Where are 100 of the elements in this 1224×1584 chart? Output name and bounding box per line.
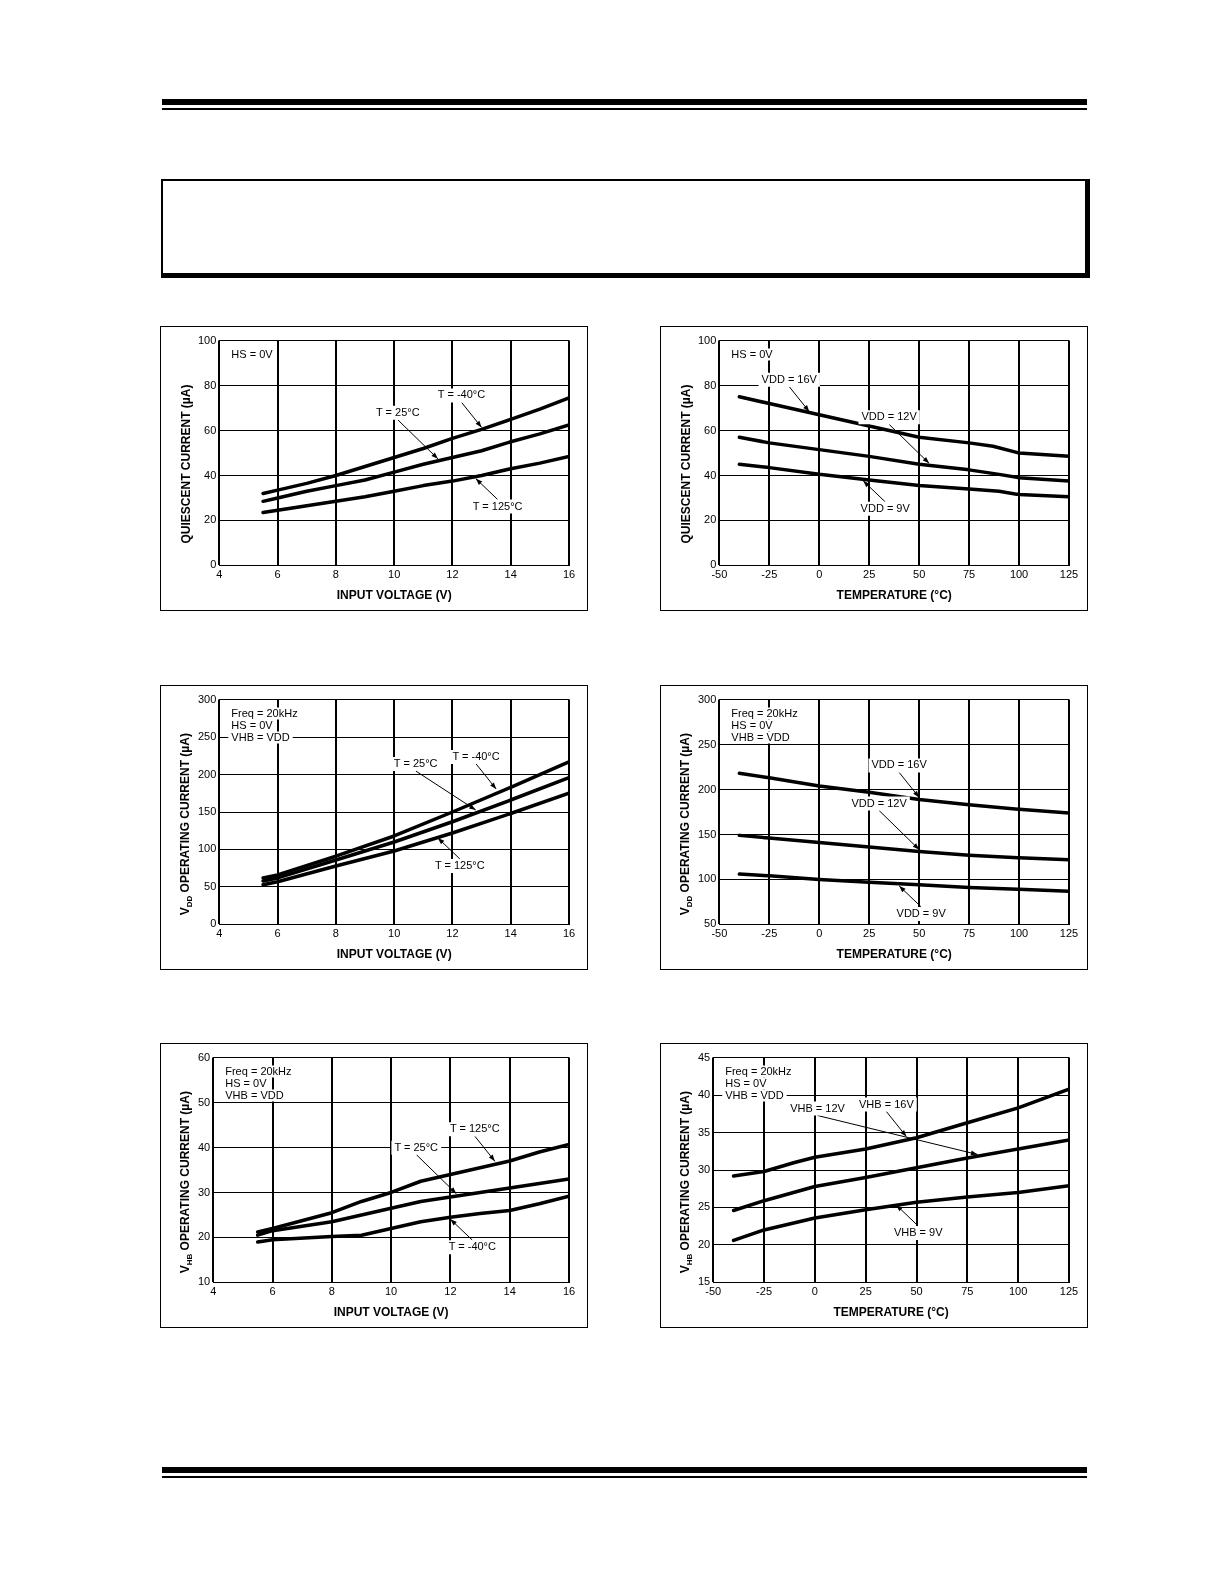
annotation: VHB = VDD xyxy=(731,730,790,743)
x-tick-label: 12 xyxy=(444,1285,457,1298)
y-tick-label: 100 xyxy=(197,842,217,855)
y-tick-label: 100 xyxy=(197,333,217,346)
x-tick-label: 4 xyxy=(216,927,223,940)
x-tick-label: -25 xyxy=(756,1285,773,1298)
x-axis-title: TEMPERATURE (°C) xyxy=(836,947,952,962)
y-tick-label: 30 xyxy=(697,1163,711,1176)
y-tick-label: 150 xyxy=(697,827,717,840)
y-tick-label: 250 xyxy=(697,737,717,750)
y-axis-title: QUIESCENT CURRENT (µA) xyxy=(179,383,193,546)
x-tick-label: 4 xyxy=(210,1285,217,1298)
x-tick-label: 14 xyxy=(504,927,517,940)
annotation: Freq = 20kHz xyxy=(231,706,298,719)
x-tick-label: -50 xyxy=(711,568,728,581)
x-axis-title: TEMPERATURE (°C) xyxy=(836,588,952,603)
x-tick-label: 8 xyxy=(332,568,339,581)
x-tick-label: 14 xyxy=(504,568,517,581)
annotation: HS = 0V xyxy=(731,718,774,731)
annotation: VHB = 12V xyxy=(790,1101,846,1114)
x-tick-label: 16 xyxy=(562,927,576,940)
y-tick-label: 60 xyxy=(197,1050,211,1063)
x-tick-label: 50 xyxy=(913,927,926,940)
x-tick-label: 125 xyxy=(1059,568,1079,581)
y-tick-label: 150 xyxy=(197,805,217,818)
x-axis-title: INPUT VOLTAGE (V) xyxy=(336,947,452,962)
annotation: T = 25°C xyxy=(375,405,420,418)
x-tick-label: 8 xyxy=(328,1285,335,1298)
y-tick-label: 20 xyxy=(204,513,217,526)
x-tick-label: 75 xyxy=(962,568,976,581)
annotation: T = 25°C xyxy=(394,1140,439,1153)
y-tick-label: 0 xyxy=(210,558,217,571)
y-tick-label: 20 xyxy=(704,513,717,526)
annotation: VDD = 9V xyxy=(860,501,911,514)
x-tick-label: 25 xyxy=(863,568,876,581)
x-tick-label: 25 xyxy=(859,1285,872,1298)
y-tick-label: 40 xyxy=(704,468,717,481)
x-tick-label: 0 xyxy=(811,1285,818,1298)
annotation: HS = 0V xyxy=(231,718,274,731)
y-tick-label: 250 xyxy=(197,730,217,743)
x-axis-title: INPUT VOLTAGE (V) xyxy=(336,588,452,603)
x-tick-label: 75 xyxy=(962,927,976,940)
annotation: VHB = VDD xyxy=(725,1088,784,1101)
y-tick-label: 25 xyxy=(697,1200,711,1213)
y-tick-label: 80 xyxy=(204,378,217,391)
x-tick-label: 4 xyxy=(216,568,223,581)
annotation: VHB = VDD xyxy=(225,1088,284,1101)
y-axis-title: QUIESCENT CURRENT (µA) xyxy=(679,383,693,546)
x-tick-label: 50 xyxy=(913,568,926,581)
x-tick-label: 100 xyxy=(1009,1285,1028,1298)
x-axis-title: TEMPERATURE (°C) xyxy=(833,1305,949,1320)
x-tick-label: 75 xyxy=(961,1285,974,1298)
y-tick-label: 10 xyxy=(197,1275,211,1288)
annotation: T = -40°C xyxy=(437,388,486,401)
y-tick-label: 80 xyxy=(704,378,717,391)
y-tick-label: 60 xyxy=(204,423,217,436)
x-tick-label: 14 xyxy=(503,1285,516,1298)
annotation: VDD = 12V xyxy=(851,796,908,809)
annotation: T = 125°C xyxy=(449,1122,500,1135)
x-tick-label: 50 xyxy=(910,1285,923,1298)
annotation: HS = 0V xyxy=(725,1076,768,1089)
x-tick-label: 6 xyxy=(274,927,281,940)
y-tick-label: 20 xyxy=(197,1230,211,1243)
annotation: T = 25°C xyxy=(393,757,438,770)
y-tick-label: 20 xyxy=(697,1237,711,1250)
y-tick-label: 50 xyxy=(704,917,717,930)
annotation: Freq = 20kHz xyxy=(725,1064,792,1077)
x-tick-label: 16 xyxy=(562,1285,576,1298)
x-tick-label: 16 xyxy=(562,568,576,581)
y-tick-label: 300 xyxy=(697,692,717,705)
annotation: VDD = 12V xyxy=(861,410,918,423)
y-tick-label: 100 xyxy=(697,333,717,346)
x-tick-label: 6 xyxy=(274,568,281,581)
y-tick-label: 40 xyxy=(697,1088,711,1101)
annotation: HS = 0V xyxy=(225,1076,268,1089)
x-tick-label: 6 xyxy=(269,1285,276,1298)
y-tick-label: 0 xyxy=(710,558,717,571)
x-tick-label: 10 xyxy=(388,927,401,940)
y-tick-label: 300 xyxy=(197,692,217,705)
x-tick-label: -50 xyxy=(711,927,728,940)
annotation: VHB = 9V xyxy=(893,1226,944,1238)
y-tick-label: 200 xyxy=(697,782,717,795)
x-tick-label: 125 xyxy=(1059,1285,1079,1298)
x-tick-label: -50 xyxy=(705,1285,722,1298)
x-tick-label: 12 xyxy=(446,927,459,940)
x-tick-label: -25 xyxy=(761,927,778,940)
annotation: Freq = 20kHz xyxy=(731,706,798,719)
annotation: T = -40°C xyxy=(452,750,500,763)
annotation: HS = 0V xyxy=(731,347,774,360)
annotation: VDD = 9V xyxy=(896,906,947,919)
annotation: T = 125°C xyxy=(472,499,523,512)
annotation: VHB = VDD xyxy=(231,730,290,743)
y-tick-label: 40 xyxy=(204,468,217,481)
x-tick-label: 0 xyxy=(816,927,823,940)
annotation: VHB = 16V xyxy=(859,1097,915,1110)
x-tick-label: 25 xyxy=(863,927,876,940)
x-tick-label: 10 xyxy=(384,1285,398,1298)
y-tick-label: 0 xyxy=(210,917,217,930)
y-tick-label: 40 xyxy=(197,1140,211,1153)
y-tick-label: 15 xyxy=(697,1275,711,1288)
